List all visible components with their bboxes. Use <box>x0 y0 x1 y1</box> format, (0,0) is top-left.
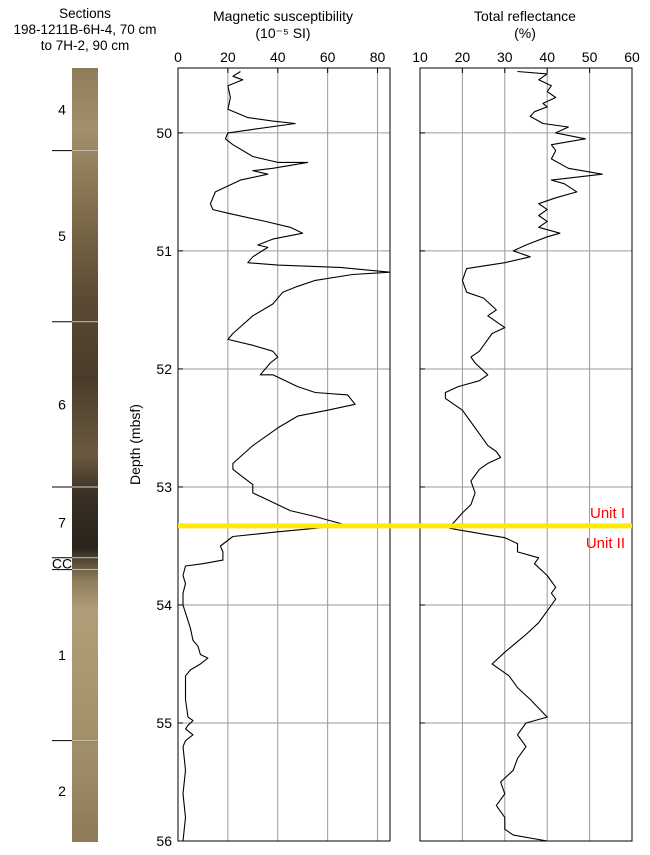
total-reflectance-title: Total reflectance (%) <box>420 8 630 42</box>
section-label: 1 <box>58 647 66 663</box>
core-header: Sections 198-1211B-6H-4, 70 cm to 7H-2, … <box>0 6 170 54</box>
unit-i-label: Unit I <box>590 505 625 522</box>
x-tick-label: 60 <box>320 49 336 65</box>
section-label: 5 <box>58 228 66 244</box>
section-label: 7 <box>58 514 66 530</box>
frames-layer <box>177 67 633 842</box>
section-label: CC <box>52 556 72 572</box>
y-tick-label: 55 <box>156 715 172 731</box>
y-tick-label: 52 <box>156 361 172 377</box>
section-label: 6 <box>58 396 66 412</box>
total-reflectance-series-line <box>444 70 603 842</box>
y-tick-label: 54 <box>156 597 172 613</box>
x-tick-label: 0 <box>174 49 182 65</box>
tr-title-line-1: Total reflectance <box>474 8 576 24</box>
unit-ii-label: Unit II <box>586 535 625 552</box>
x-tick-label: 80 <box>370 49 386 65</box>
y-tick-label: 51 <box>156 243 172 259</box>
x-tick-label: 40 <box>539 49 555 65</box>
section-label: 4 <box>58 101 66 117</box>
ms-title-line-1: Magnetic susceptibility <box>212 8 354 24</box>
magnetic-susceptibility-title: Magnetic susceptibility (10⁻⁵ SI) <box>178 8 388 42</box>
core-header-line-3: to 7H-2, 90 cm <box>40 38 130 53</box>
x-tick-label: 40 <box>270 49 286 65</box>
units-layer: Unit I Unit II <box>178 505 632 552</box>
section-label: 2 <box>58 783 66 799</box>
x-tick-label: 20 <box>455 49 471 65</box>
core-header-line-2: 198-1211B-6H-4, 70 cm <box>13 22 157 37</box>
y-tick-label: 53 <box>156 479 172 495</box>
core-header-line-1: Sections <box>59 6 111 21</box>
x-tick-label: 60 <box>624 49 640 65</box>
y-tick-label: 56 <box>156 833 172 849</box>
ticks-layer: 0 20 40 60 80 10 20 30 40 50 60 50 51 52 53 54 55 56 <box>156 49 640 849</box>
lines-layer <box>182 70 603 842</box>
plot-frame <box>419 67 633 842</box>
tr-title-line-2: (%) <box>514 25 536 41</box>
ms-title-line-2: (10⁻⁵ SI) <box>255 25 311 41</box>
x-tick-label: 20 <box>220 49 236 65</box>
x-tick-label: 30 <box>497 49 513 65</box>
x-tick-label: 10 <box>412 49 428 65</box>
plot-frame <box>177 67 391 842</box>
core-photo <box>72 68 98 842</box>
x-tick-label: 50 <box>582 49 598 65</box>
sections-layer: 4 5 6 7 CC 1 2 <box>52 101 98 799</box>
y-tick-label: 50 <box>156 125 172 141</box>
magnetic-susceptibility-series-line <box>182 71 391 842</box>
